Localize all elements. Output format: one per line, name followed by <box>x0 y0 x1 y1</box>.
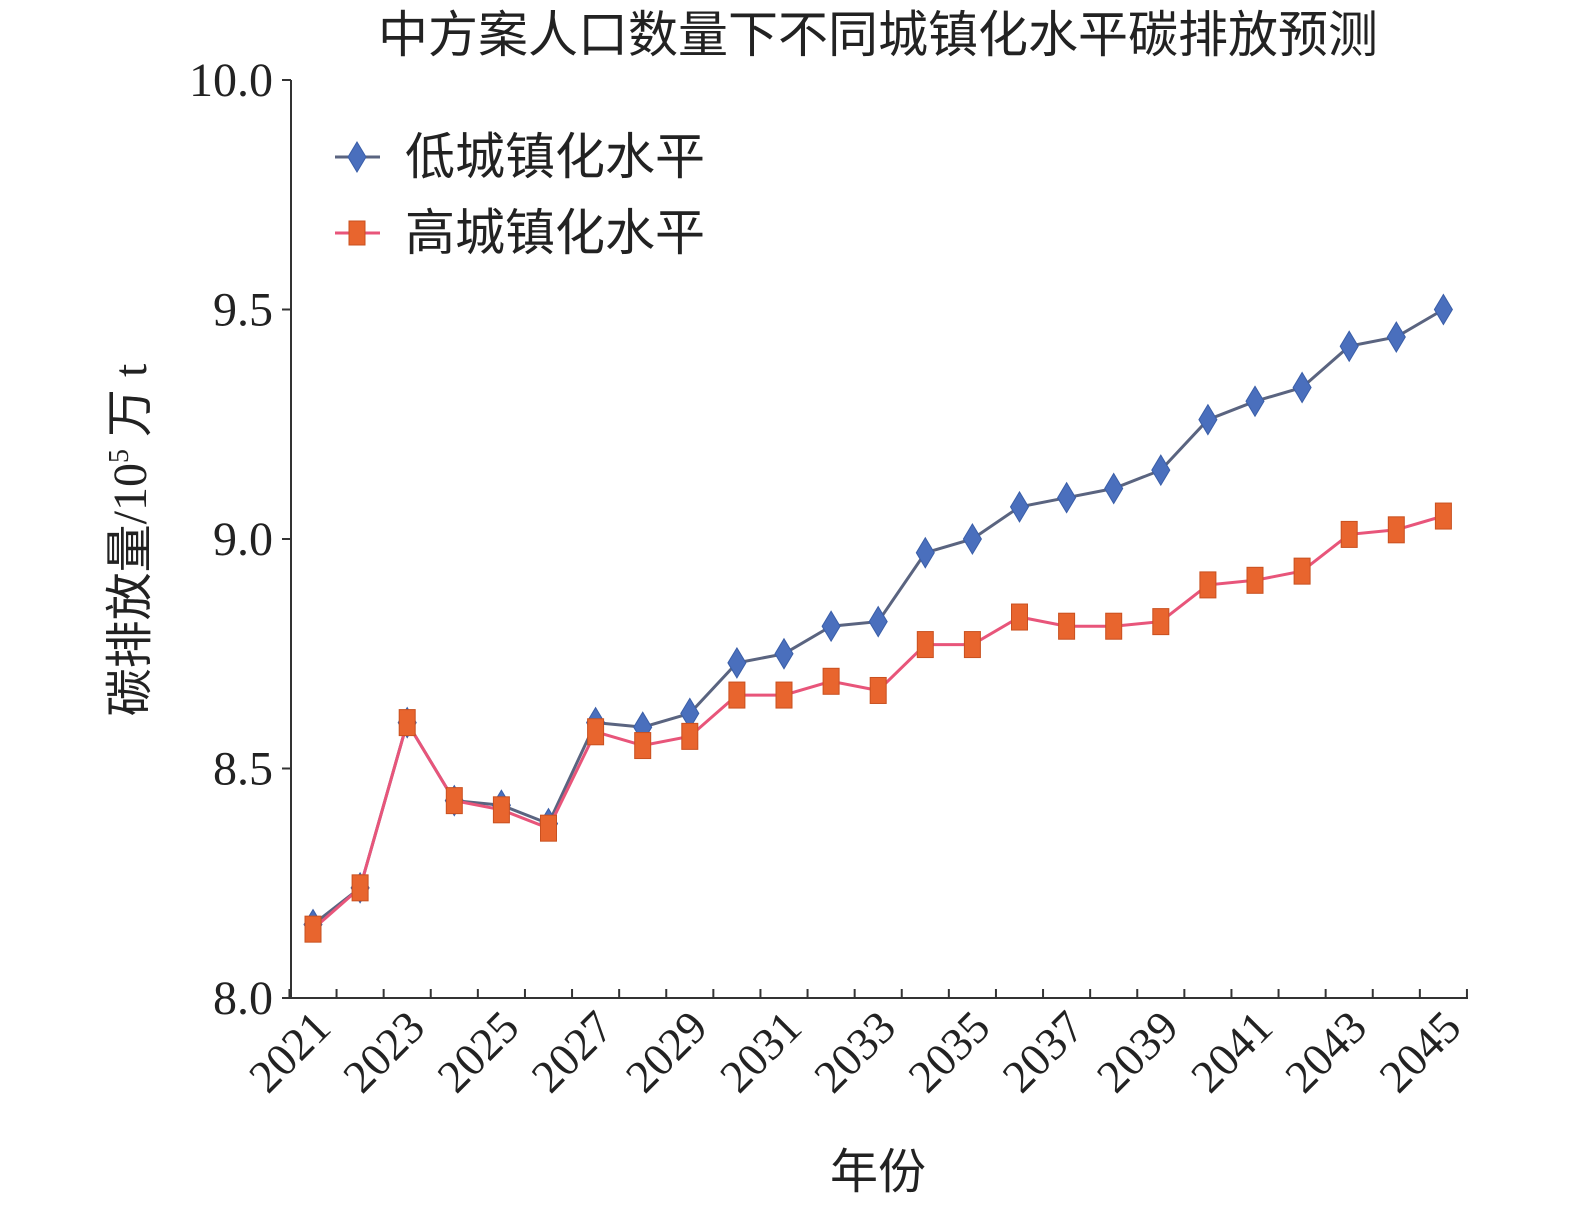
x-tick-label: 2041 <box>1181 1001 1282 1102</box>
legend-marker-diamond <box>347 141 367 173</box>
legend-item-low: 低城镇化水平 <box>335 129 705 185</box>
data-point <box>1245 385 1265 418</box>
x-tick-label: 2025 <box>427 1001 528 1102</box>
legend-marker-square <box>348 220 366 246</box>
y-tick-label: 8.0 <box>213 972 273 1025</box>
x-tick-label: 2043 <box>1275 1001 1376 1102</box>
legend: 低城镇化水平 高城镇化水平 <box>335 129 705 261</box>
x-tick-label: 2029 <box>616 1001 717 1102</box>
data-point <box>727 646 747 679</box>
data-point <box>1058 612 1076 640</box>
data-point <box>634 732 652 760</box>
series-low <box>303 293 1453 941</box>
x-tick-label: 2031 <box>710 1001 811 1102</box>
data-point <box>728 681 746 709</box>
data-point <box>916 631 934 659</box>
x-tick-label: 2037 <box>993 1001 1094 1102</box>
data-point <box>1386 321 1406 354</box>
data-point <box>1292 371 1312 404</box>
x-axis-label: 年份 <box>830 1146 926 1199</box>
data-point <box>1152 608 1170 636</box>
data-point <box>1198 403 1218 436</box>
data-point <box>868 605 888 638</box>
y-axis-label-main: 碳排放量/10 <box>104 463 157 716</box>
y-axis-label-sup: 5 <box>104 449 135 463</box>
data-point <box>492 796 510 824</box>
data-point <box>681 722 699 750</box>
x-tick-label: 2023 <box>333 1001 434 1102</box>
x-tick-label: 2027 <box>522 1001 623 1102</box>
legend-label-high: 高城镇化水平 <box>405 205 705 261</box>
y-ticks: 8.0 8.5 9.0 9.5 10.0 <box>189 54 291 1025</box>
data-point <box>1246 566 1264 594</box>
data-point <box>1199 571 1217 599</box>
data-point <box>1105 612 1123 640</box>
data-point <box>1339 330 1359 363</box>
data-point <box>1151 454 1171 487</box>
data-point <box>1340 520 1358 548</box>
y-tick-label: 8.5 <box>213 743 273 796</box>
data-point <box>774 637 794 670</box>
x-tick-label: 2045 <box>1369 1001 1470 1102</box>
x-tick-label: 2039 <box>1087 1001 1188 1102</box>
y-tick-label: 9.5 <box>213 284 273 337</box>
data-point <box>1009 490 1030 523</box>
data-point <box>1433 293 1453 326</box>
x-tick-label: 2035 <box>898 1001 999 1102</box>
data-point <box>1057 481 1077 514</box>
data-point <box>869 676 887 704</box>
data-point <box>304 915 322 943</box>
data-point <box>587 718 605 746</box>
data-point <box>915 536 935 569</box>
chart-title: 中方案人口数量下不同城镇化水平碳排放预测 <box>378 7 1378 63</box>
data-point <box>822 667 840 695</box>
x-tick-label: 2033 <box>804 1001 905 1102</box>
data-point <box>963 631 981 659</box>
data-point <box>1434 502 1452 530</box>
y-axis-label-unit: 万 t <box>104 363 157 449</box>
data-point <box>351 874 369 902</box>
data-point <box>775 681 793 709</box>
data-point <box>1104 472 1124 505</box>
y-tick-label: 10.0 <box>189 54 273 107</box>
data-point <box>540 814 557 842</box>
y-axis-label: 碳排放量/105 万 t <box>104 363 157 716</box>
data-point <box>962 523 982 555</box>
data-point <box>1387 516 1405 544</box>
data-point <box>445 787 463 815</box>
x-ticks: 2021202320252027202920312033203520372039… <box>239 989 1470 1102</box>
legend-label-low: 低城镇化水平 <box>405 129 705 185</box>
series-line <box>312 514 1444 931</box>
series-high <box>304 502 1452 943</box>
data-point <box>821 610 841 643</box>
data-point <box>398 709 416 737</box>
legend-item-high: 高城镇化水平 <box>335 205 705 261</box>
y-tick-label: 9.0 <box>213 513 273 566</box>
series-layer <box>303 293 1453 943</box>
data-point <box>1293 557 1311 585</box>
data-point <box>1011 603 1028 631</box>
